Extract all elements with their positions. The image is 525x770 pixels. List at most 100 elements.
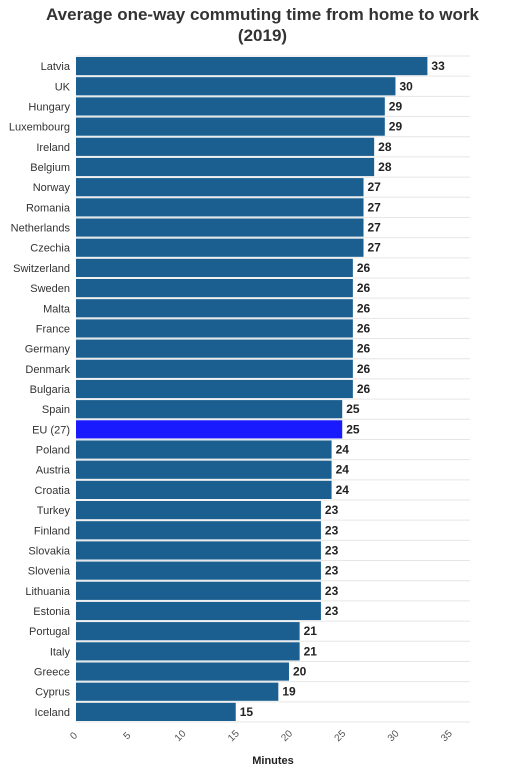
- category-label: Bulgaria: [30, 384, 71, 396]
- value-label: 23: [325, 543, 339, 557]
- bar: [76, 702, 236, 721]
- category-label: Belgium: [30, 162, 70, 174]
- value-label: 23: [325, 604, 339, 618]
- bar: [76, 339, 353, 358]
- x-axis-title: Minutes: [252, 755, 294, 767]
- chart-title-line-1: Average one-way commuting time from home…: [46, 5, 479, 24]
- value-label: 26: [357, 321, 371, 335]
- value-label: 23: [325, 523, 339, 537]
- chart-title-line-2: (2019): [237, 26, 288, 45]
- bar: [76, 400, 343, 419]
- value-label: 23: [325, 503, 339, 517]
- bar: [76, 77, 396, 96]
- x-tick-label: 35: [439, 728, 455, 744]
- grid-lines: [76, 55, 470, 723]
- value-label: 24: [336, 463, 350, 477]
- bars: [76, 57, 428, 721]
- category-label: Norway: [33, 182, 71, 194]
- category-label: Luxembourg: [9, 122, 70, 134]
- x-tick-label: 30: [386, 728, 402, 744]
- value-label: 26: [357, 261, 371, 275]
- category-label: Slovakia: [28, 545, 70, 557]
- category-label: Hungary: [28, 101, 70, 113]
- x-tick-label: 15: [226, 728, 242, 744]
- bar: [76, 258, 353, 277]
- bar: [76, 601, 321, 621]
- category-label: Romania: [26, 202, 71, 214]
- bar: [76, 420, 343, 439]
- category-label: Croatia: [35, 485, 71, 497]
- value-label: 29: [389, 120, 403, 134]
- x-tick-label: 10: [173, 728, 189, 744]
- value-label: 27: [368, 241, 382, 255]
- category-label: Sweden: [30, 283, 70, 295]
- bar: [76, 581, 321, 600]
- category-label: Greece: [34, 667, 70, 679]
- bar: [76, 440, 332, 459]
- value-label: 15: [240, 705, 254, 719]
- value-label: 28: [378, 140, 392, 154]
- value-label: 19: [282, 685, 296, 699]
- category-label: Austria: [36, 465, 71, 477]
- category-label: Czechia: [30, 243, 71, 255]
- x-axis-ticks: 0 5 10 15 20 25 30 35: [68, 728, 455, 744]
- bar: [76, 480, 332, 499]
- value-label: 27: [368, 200, 382, 214]
- bar: [76, 379, 353, 399]
- category-label: Switzerland: [13, 263, 70, 275]
- category-label: Ireland: [36, 142, 70, 154]
- x-tick-label: 5: [122, 730, 134, 742]
- value-label: 26: [357, 342, 371, 356]
- category-label: Denmark: [25, 364, 70, 376]
- value-label: 23: [325, 564, 339, 578]
- value-label: 21: [304, 624, 318, 638]
- bar: [76, 541, 321, 560]
- value-label: 29: [389, 99, 403, 113]
- bar: [76, 622, 300, 641]
- bar: [76, 57, 428, 76]
- value-label: 24: [336, 443, 350, 457]
- category-label: Slovenia: [28, 566, 71, 578]
- category-label: Cyprus: [35, 687, 70, 699]
- category-label: EU (27): [32, 424, 70, 436]
- bar: [76, 642, 300, 661]
- bar: [76, 198, 364, 217]
- value-label: 27: [368, 221, 382, 235]
- category-label: Estonia: [33, 606, 71, 618]
- value-label: 28: [378, 160, 392, 174]
- category-label: Turkey: [37, 505, 71, 517]
- bar: [76, 238, 364, 257]
- bar: [76, 279, 353, 298]
- bar: [76, 319, 353, 338]
- category-labels: Latvia UK Hungary Luxembourg Ireland Belgium N…: [9, 61, 71, 719]
- bar: [76, 157, 375, 177]
- bar: [76, 359, 353, 378]
- value-label: 25: [346, 422, 360, 436]
- value-labels: 33 30 29 29 28 28 27 27 27 27 26 26 26 26 26 26 26 25 25 24…: [240, 59, 445, 719]
- bar: [76, 501, 321, 520]
- value-label: 30: [399, 79, 413, 93]
- x-tick-label: 0: [68, 730, 80, 742]
- value-label: 26: [357, 382, 371, 396]
- chart-title: Average one-way commuting time from home…: [0, 4, 525, 46]
- category-label: Spain: [42, 404, 70, 416]
- bar: [76, 117, 385, 136]
- value-label: 24: [336, 483, 350, 497]
- bar: [76, 561, 321, 580]
- category-label: Lithuania: [25, 586, 71, 598]
- value-label: 26: [357, 281, 371, 295]
- value-label: 23: [325, 584, 339, 598]
- bar: [76, 178, 364, 197]
- x-tick-label: 20: [279, 728, 295, 744]
- category-label: Finland: [34, 525, 70, 537]
- value-label: 21: [304, 644, 318, 658]
- value-label: 26: [357, 362, 371, 376]
- category-label: Poland: [36, 445, 70, 457]
- bar: [76, 460, 332, 479]
- value-label: 20: [293, 665, 307, 679]
- category-label: Italy: [50, 646, 71, 658]
- bar: [76, 137, 375, 156]
- category-label: Iceland: [35, 707, 70, 719]
- bar: [76, 662, 289, 681]
